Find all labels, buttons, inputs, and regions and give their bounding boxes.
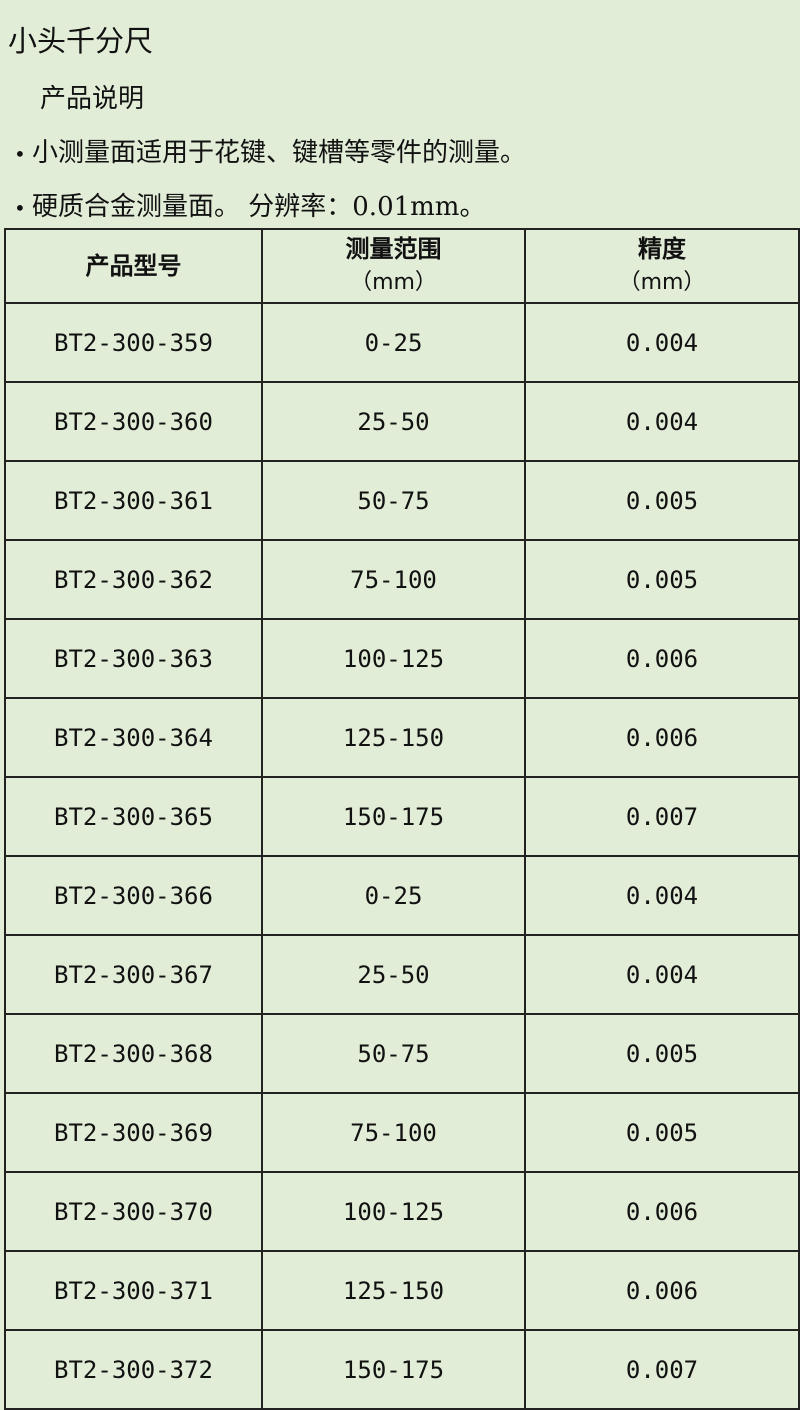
header-range: 测量范围 （mm）: [261, 228, 526, 304]
table-row: BT2-300-361 50-75 0.005: [4, 460, 800, 541]
cell-range: 25-50: [261, 934, 526, 1015]
cell-model: BT2-300-367: [4, 934, 263, 1015]
cell-accuracy: 0.005: [524, 1013, 800, 1094]
table-row: BT2-300-365 150-175 0.007: [4, 776, 800, 857]
cell-accuracy: 0.007: [524, 776, 800, 857]
table-row: BT2-300-359 0-25 0.004: [4, 302, 800, 383]
cell-accuracy: 0.004: [524, 855, 800, 936]
table-row: BT2-300-371 125-150 0.006: [4, 1250, 800, 1331]
cell-model: BT2-300-359: [4, 302, 263, 383]
cell-range: 75-100: [261, 539, 526, 620]
table-row: BT2-300-369 75-100 0.005: [4, 1092, 800, 1173]
bullet-text: 硬质合金测量面。 分辨率：0.01mm。: [32, 192, 486, 222]
cell-accuracy: 0.004: [524, 381, 800, 462]
spec-table: 产品型号 测量范围 （mm） 精度 （mm） BT2-300-359 0-25 0.00…: [4, 228, 800, 1410]
table-row: BT2-300-364 125-150 0.006: [4, 697, 800, 778]
header-unit: （mm）: [618, 270, 706, 295]
table-row: BT2-300-367 25-50 0.004: [4, 934, 800, 1015]
cell-range: 0-25: [261, 855, 526, 936]
cell-model: BT2-300-361: [4, 460, 263, 541]
table-row: BT2-300-366 0-25 0.004: [4, 855, 800, 936]
cell-model: BT2-300-366: [4, 855, 263, 936]
table-row: BT2-300-372 150-175 0.007: [4, 1329, 800, 1410]
cell-range: 50-75: [261, 460, 526, 541]
cell-accuracy: 0.005: [524, 539, 800, 620]
bullet-text: 小测量面适用于花键、键槽等零件的测量。: [32, 138, 527, 168]
table-header-row: 产品型号 测量范围 （mm） 精度 （mm）: [4, 228, 800, 304]
cell-accuracy: 0.004: [524, 934, 800, 1015]
table-row: BT2-300-363 100-125 0.006: [4, 618, 800, 699]
cell-model: BT2-300-362: [4, 539, 263, 620]
page-title: 小头千分尺: [8, 24, 154, 58]
cell-range: 25-50: [261, 381, 526, 462]
header-unit: （mm）: [350, 270, 437, 295]
bullet-icon: •: [14, 142, 26, 166]
cell-range: 50-75: [261, 1013, 526, 1094]
cell-range: 150-175: [261, 1329, 526, 1410]
cell-range: 125-150: [261, 1250, 526, 1331]
section-heading: 产品说明: [40, 84, 145, 114]
bullet-item: • 硬质合金测量面。 分辨率：0.01mm。: [14, 186, 485, 223]
cell-model: BT2-300-365: [4, 776, 263, 857]
cell-accuracy: 0.006: [524, 697, 800, 778]
cell-range: 125-150: [261, 697, 526, 778]
cell-range: 0-25: [261, 302, 526, 383]
header-label: 测量范围: [345, 235, 442, 263]
cell-model: BT2-300-368: [4, 1013, 263, 1094]
cell-model: BT2-300-370: [4, 1171, 263, 1252]
cell-accuracy: 0.006: [524, 618, 800, 699]
table-row: BT2-300-370 100-125 0.006: [4, 1171, 800, 1252]
header-label: 精度: [638, 235, 686, 263]
header-model: 产品型号: [4, 228, 263, 304]
cell-range: 150-175: [261, 776, 526, 857]
cell-range: 100-125: [261, 618, 526, 699]
cell-range: 75-100: [261, 1092, 526, 1173]
cell-model: BT2-300-372: [4, 1329, 263, 1410]
header-accuracy: 精度 （mm）: [524, 228, 800, 304]
header-label: 产品型号: [85, 252, 182, 280]
cell-accuracy: 0.005: [524, 1092, 800, 1173]
cell-accuracy: 0.007: [524, 1329, 800, 1410]
cell-model: BT2-300-369: [4, 1092, 263, 1173]
table-row: BT2-300-360 25-50 0.004: [4, 381, 800, 462]
cell-accuracy: 0.006: [524, 1250, 800, 1331]
bullet-item: • 小测量面适用于花键、键槽等零件的测量。: [14, 132, 526, 169]
cell-model: BT2-300-360: [4, 381, 263, 462]
cell-model: BT2-300-363: [4, 618, 263, 699]
table-row: BT2-300-368 50-75 0.005: [4, 1013, 800, 1094]
cell-model: BT2-300-364: [4, 697, 263, 778]
cell-accuracy: 0.004: [524, 302, 800, 383]
bullet-icon: •: [14, 196, 26, 220]
cell-range: 100-125: [261, 1171, 526, 1252]
cell-accuracy: 0.006: [524, 1171, 800, 1252]
table-row: BT2-300-362 75-100 0.005: [4, 539, 800, 620]
cell-model: BT2-300-371: [4, 1250, 263, 1331]
cell-accuracy: 0.005: [524, 460, 800, 541]
